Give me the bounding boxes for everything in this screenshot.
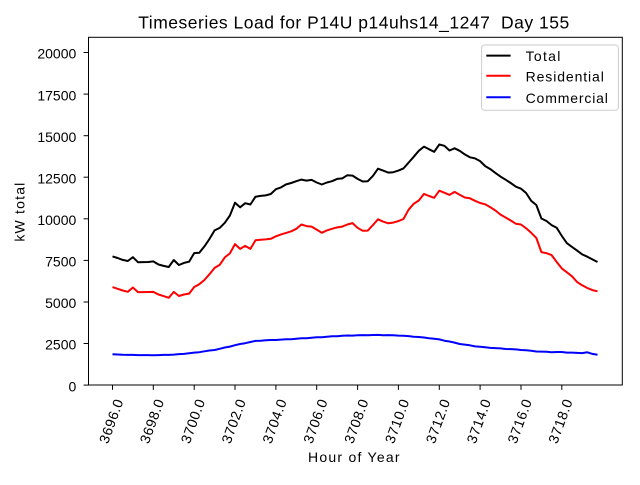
svg-text:12500: 12500	[37, 170, 76, 186]
svg-text:kW total: kW total	[12, 182, 28, 242]
svg-text:Hour of Year: Hour of Year	[308, 449, 401, 465]
svg-text:5000: 5000	[45, 295, 76, 311]
svg-text:Timeseries Load for P14U p14uh: Timeseries Load for P14U p14uhs14_1247 D…	[138, 13, 569, 34]
svg-text:Total: Total	[526, 48, 562, 64]
svg-text:15000: 15000	[37, 129, 76, 145]
svg-text:17500: 17500	[37, 87, 76, 103]
svg-text:Commercial: Commercial	[526, 90, 609, 106]
svg-text:10000: 10000	[37, 212, 76, 228]
svg-text:20000: 20000	[37, 46, 76, 62]
svg-text:0: 0	[69, 378, 77, 394]
svg-text:2500: 2500	[45, 337, 76, 353]
svg-text:Residential: Residential	[526, 68, 605, 84]
svg-text:7500: 7500	[45, 254, 76, 270]
